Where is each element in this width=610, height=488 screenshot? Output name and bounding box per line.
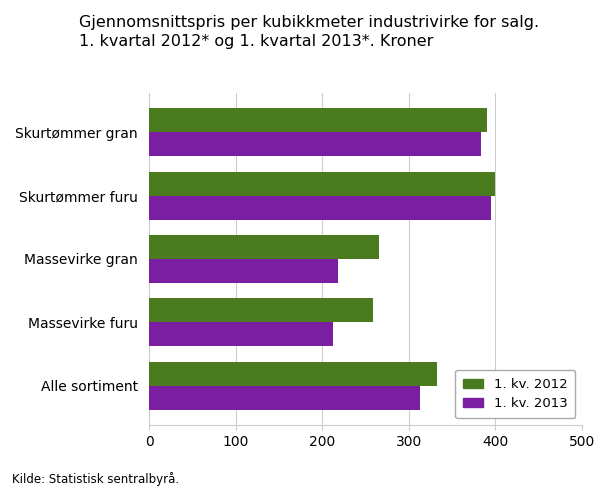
Bar	[149, 259, 338, 283]
Text: Kilde: Statistisk sentralbyrå.: Kilde: Statistisk sentralbyrå.	[12, 471, 179, 486]
Bar	[149, 362, 437, 386]
Bar	[149, 298, 373, 323]
Bar	[149, 196, 491, 220]
Bar	[149, 323, 333, 346]
Text: Gjennomsnittspris per kubikkmeter industrivirke for salg.
1. kvartal 2012* og 1.: Gjennomsnittspris per kubikkmeter indust…	[79, 15, 539, 49]
Bar	[149, 386, 420, 410]
Bar	[149, 108, 487, 132]
Bar	[149, 235, 379, 259]
Bar	[149, 132, 481, 156]
Bar	[149, 171, 495, 196]
Legend: 1. kv. 2012, 1. kv. 2013: 1. kv. 2012, 1. kv. 2013	[455, 370, 575, 418]
